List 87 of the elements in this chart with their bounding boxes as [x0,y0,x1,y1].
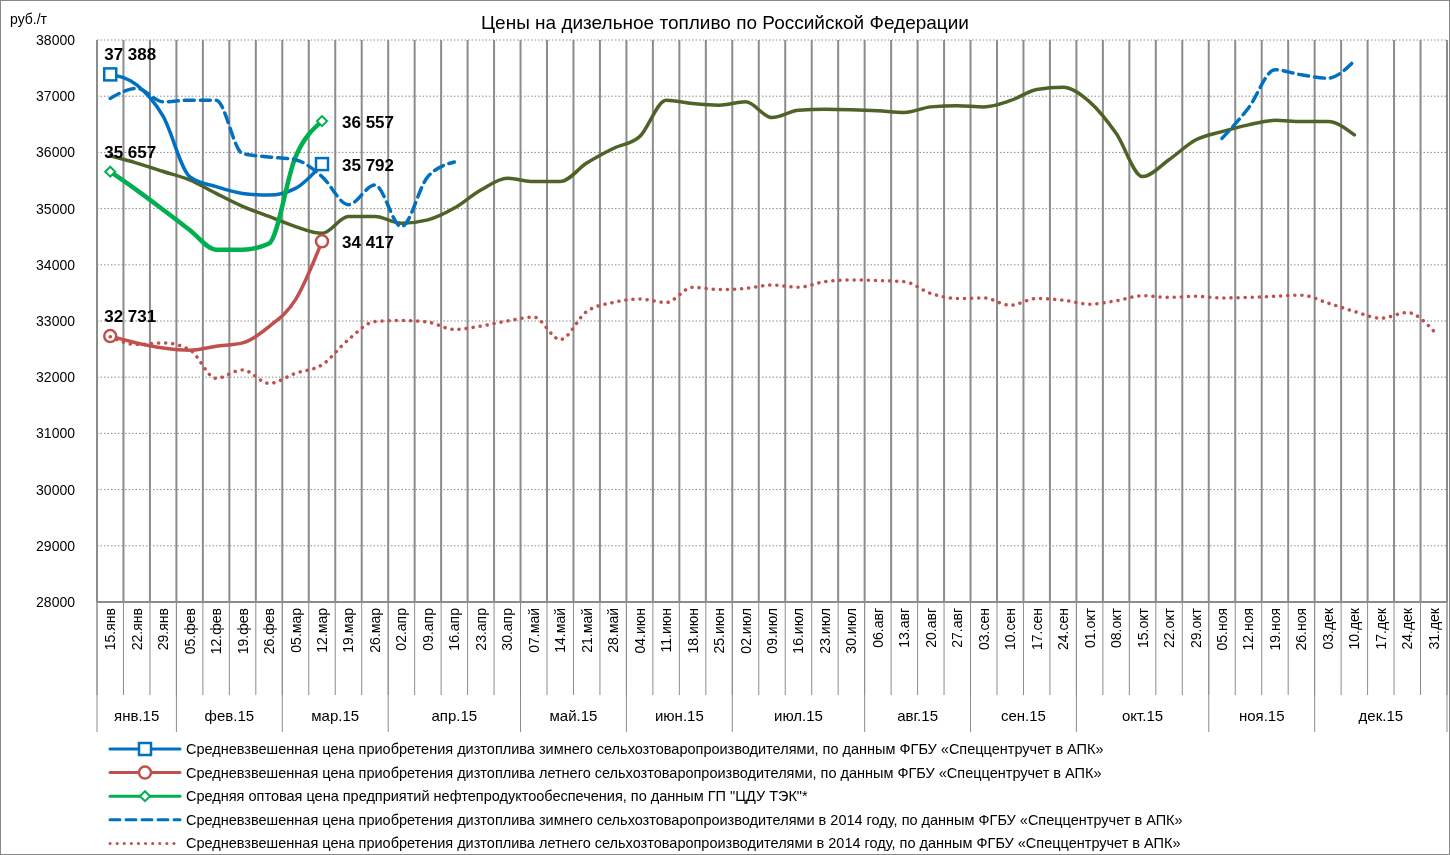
x-tick-label: 20.авг [922,608,939,648]
x-tick-label: 07.май [525,608,542,653]
data-label: 37 388 [104,45,157,65]
x-tick-label: 08.окт [1108,607,1125,648]
x-tick-label: 31.дек [1425,607,1442,650]
x-tick-label: 15.окт [1134,607,1151,648]
x-tick-label: 05.мар [287,607,304,653]
x-tick-label: 29.янв [155,608,172,651]
text: сен.15 [1000,707,1046,724]
y-tick-label: 35000 [36,200,76,217]
y-tick-label: 34000 [36,256,76,273]
x-tick-label: 14.май [552,608,569,653]
x-tick-label: 10.сен [1002,608,1019,650]
x-tick-label: 23.апр [472,607,489,651]
x-tick-label: 03.дек [1319,607,1336,650]
x-tick-label: 17.дек [1372,607,1389,650]
y-tick-label: 36000 [36,144,76,161]
x-tick-label: 22.окт [1161,607,1178,648]
chart-title: Цены на дизельное топливо по Российской Федерации [481,12,969,33]
x-tick-label: 04.июн [631,608,648,654]
x-tick-label: 30.июл [843,608,860,654]
legend-label: Средняя оптовая цена предприятий нефтепродуктообеспечения, по данным ГП "ЦДУ ТЭК"* [186,788,808,805]
text: июл.15 [774,707,823,724]
x-tick-label: 15.янв [102,608,119,651]
legend-label: Средневзвешенная цена приобретения дизтоплива зимнего сельхозтоваропроизводителями в 2014 году, по данным ФГБУ «Спеццентручет в АПК» [186,811,1183,828]
x-tick-label: 18.июн [684,608,701,654]
x-tick-label: 19.мар [340,607,357,653]
y-tick-label: 37000 [36,88,76,105]
x-tick-label: 13.авг [896,608,913,648]
x-tick-label: 29.окт [1187,607,1204,648]
x-tick-label: 12.мар [314,607,330,653]
x-tick-label: 19.фев [234,608,251,655]
data-label: 34 417 [342,233,394,253]
y-tick-label: 29000 [36,537,76,554]
x-tick-label: 24.сен [1055,608,1072,650]
x-tick-label: 02.апр [393,607,410,651]
legend-label: Средневзвешенная цена приобретения дизтоплива летнего сельхозтоваропроизводителями, по данным ФГБУ «Спеццентручет в АПК» [186,764,1102,781]
legend-label: Средневзвешенная цена приобретения дизтоплива зимнего сельхозтоваропроизводителями, по данным ФГБУ «Спеццентручет в АПК» [186,741,1104,757]
x-tick-label: 26.мар [366,607,383,653]
x-tick-label: 12.ноя [1240,608,1257,651]
x-tick-label: 09.апр [419,607,436,651]
x-tick-label: 05.ноя [1214,608,1230,651]
data-label: 32 731 [104,307,157,327]
data-label: 35 657 [104,142,157,162]
y-axis-title: руб./т [10,11,48,27]
x-tick-label: 01.окт [1081,607,1098,648]
x-tick-label: 19.ноя [1266,608,1283,651]
y-tick-label: 38000 [36,32,76,48]
x-tick-label: 06.авг [869,608,886,648]
x-tick-label: 27.авг [949,608,966,648]
text: ноя.15 [1238,707,1285,724]
x-tick-label: 25.июн [711,608,728,654]
y-tick-label: 28000 [36,594,76,610]
text: мар.15 [311,707,360,724]
x-tick-label: 16.июл [790,608,807,654]
x-tick-label: 12.фев [208,608,225,655]
x-tick-label: 28.май [605,608,622,653]
text: июн.15 [654,707,704,724]
x-tick-label: 26.фев [261,608,278,655]
x-tick-label: 24.дек [1399,607,1416,650]
x-tick-label: 22.янв [128,608,145,651]
x-tick-label: 05.фев [181,608,198,655]
x-tick-label: 23.июл [816,608,833,654]
y-tick-label: 30000 [36,481,76,498]
text: дек.15 [1358,707,1404,724]
x-tick-label: 10.дек [1346,607,1363,650]
text: окт.15 [1122,707,1164,724]
text: апр.15 [431,707,478,724]
x-tick-label: 09.июл [764,608,780,654]
text: авг.15 [897,707,938,724]
data-label: 36 557 [342,113,394,133]
data-label: 35 792 [342,156,394,176]
y-tick-label: 32000 [36,369,76,386]
x-tick-label: 03.сен [975,608,992,650]
x-tick-label: 30.апр [499,607,516,651]
x-tick-label: 16.апр [446,607,463,651]
text: янв.15 [114,707,160,724]
y-tick-label: 33000 [36,313,76,329]
x-tick-label: 17.сен [1028,608,1045,650]
x-tick-label: 11.июн [658,608,675,653]
x-tick-label: 02.июл [737,608,754,654]
text: май.15 [549,707,598,724]
legend-label: Средневзвешенная цена приобретения дизтоплива летнего сельхозтоваропроизводителями в 2014 году, по данным ФГБУ «Спеццентручет в АПК» [186,835,1181,852]
x-tick-label: 26.ноя [1293,608,1310,651]
y-tick-label: 31000 [36,425,76,442]
x-tick-label: 21.май [578,608,595,653]
text: фев.15 [204,707,255,724]
